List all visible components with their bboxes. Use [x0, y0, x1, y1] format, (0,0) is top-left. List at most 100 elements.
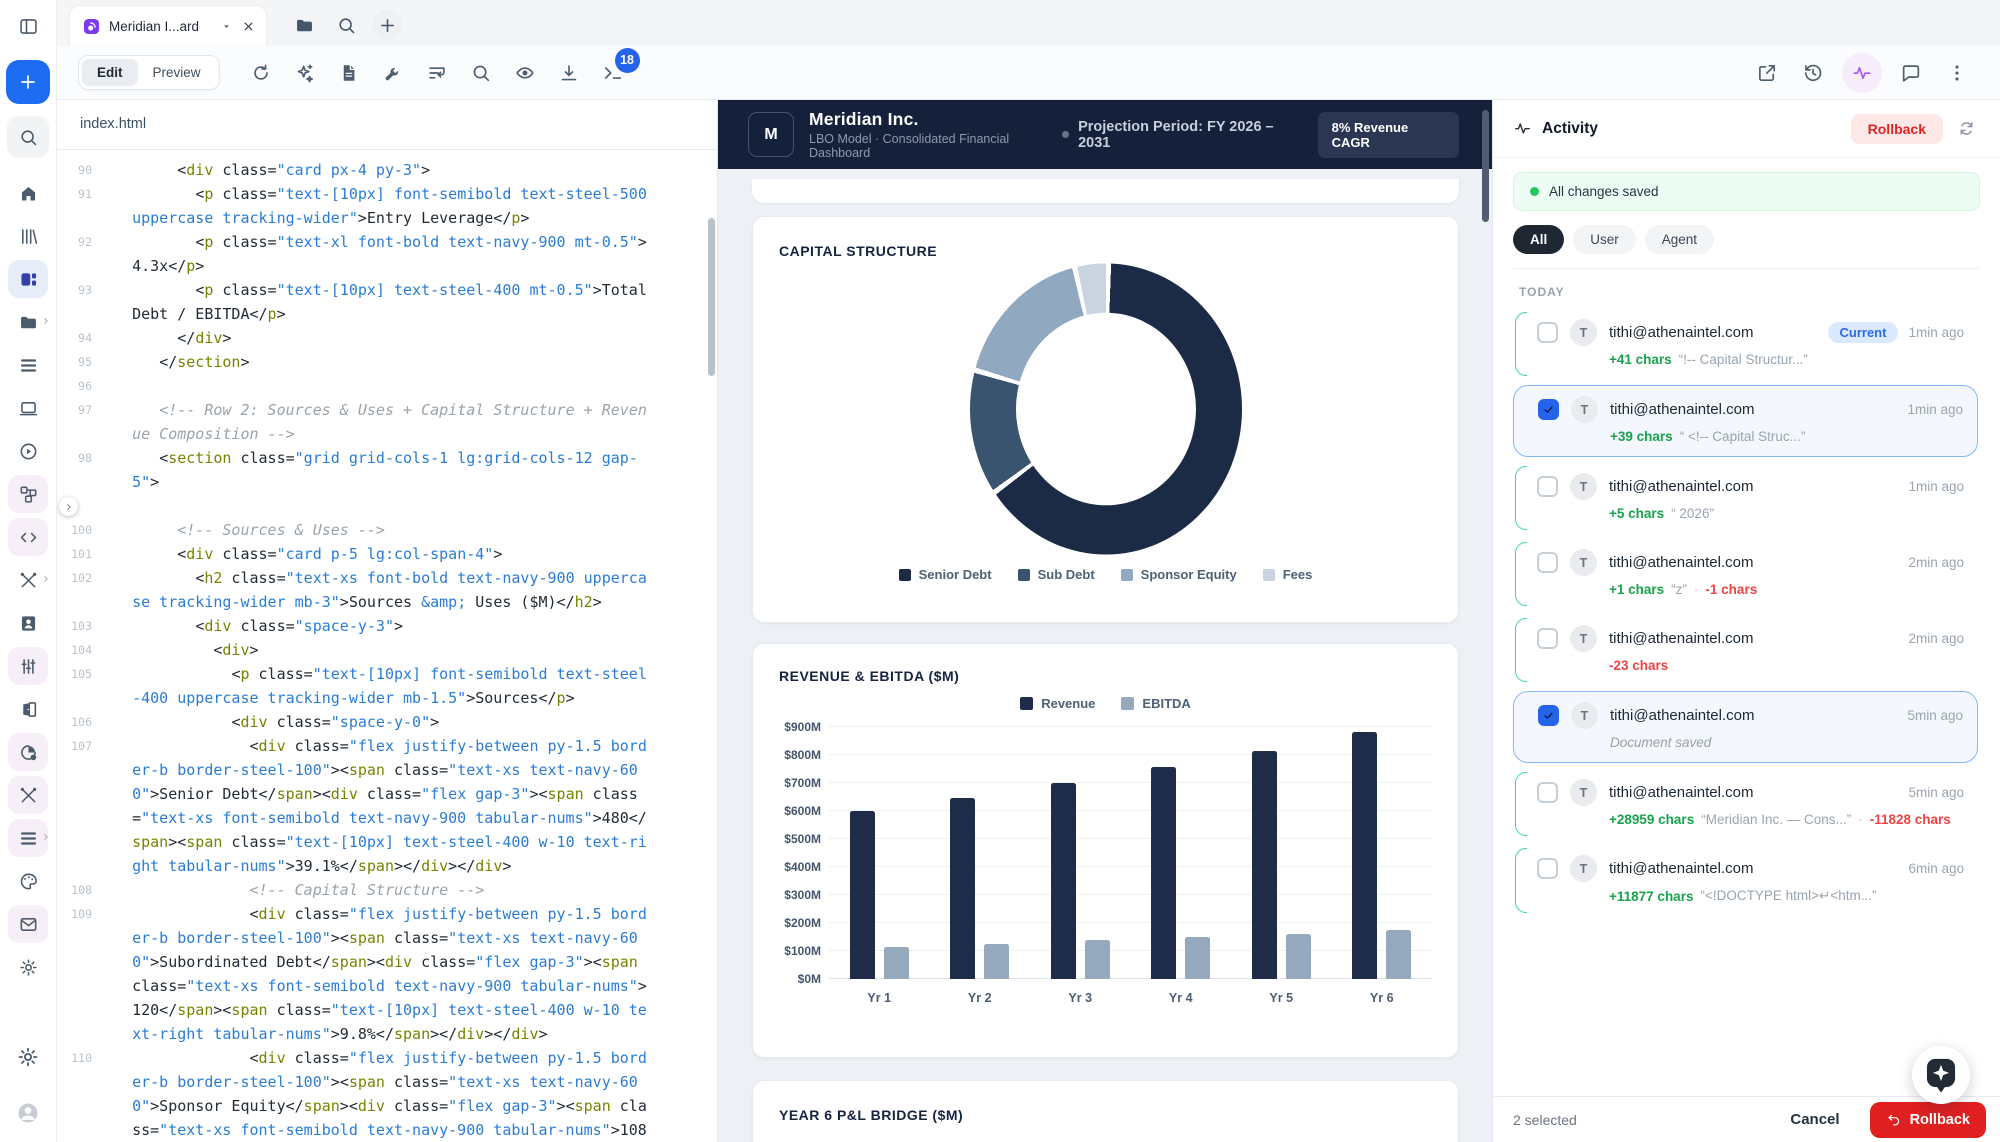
file-button[interactable]: [332, 56, 366, 90]
avatar: T: [1570, 319, 1597, 346]
sidebar-item-person[interactable]: [8, 604, 48, 642]
sidebar-item-pie-user[interactable]: [8, 733, 48, 771]
sidebar-item-org[interactable]: [8, 475, 48, 513]
preview-scrollbar[interactable]: [1482, 110, 1489, 222]
filter-user[interactable]: User: [1573, 225, 1636, 254]
item-checkbox[interactable]: [1537, 552, 1558, 573]
sidebar-item-list[interactable]: [8, 819, 48, 857]
item-change-detail: +28959 chars “Meridian Inc. — Cons...” · -1…: [1609, 812, 1964, 827]
search-button[interactable]: [464, 56, 498, 90]
sidebar-item-palette[interactable]: [8, 862, 48, 900]
partial-card: [752, 179, 1459, 203]
sidebar-item-laptop[interactable]: [8, 389, 48, 427]
ai-sparkles-button[interactable]: [288, 56, 322, 90]
sidebar-item-folder[interactable]: [8, 303, 48, 341]
plus-button[interactable]: [372, 10, 402, 40]
edit-tab[interactable]: Edit: [82, 59, 138, 86]
item-checkbox[interactable]: [1537, 782, 1558, 803]
download-button[interactable]: [552, 56, 586, 90]
avatar: T: [1571, 396, 1598, 423]
sidebar-item-play[interactable]: [8, 432, 48, 470]
sidebar-item-sliders[interactable]: [8, 647, 48, 685]
preview-tab[interactable]: Preview: [138, 59, 216, 86]
sidebar-item-dashboard[interactable]: [8, 260, 48, 298]
folder-icon: [18, 312, 39, 333]
change-add: +41 chars: [1609, 352, 1672, 367]
search-button[interactable]: [330, 9, 362, 41]
item-checkbox[interactable]: [1538, 705, 1559, 726]
refresh-activity-button[interactable]: [1957, 119, 1976, 138]
x-tick-label: Yr 4: [1168, 991, 1193, 1005]
settings-button[interactable]: [8, 1038, 48, 1076]
close-tab-icon[interactable]: [241, 19, 256, 34]
item-email: tithi@athenaintel.com: [1609, 860, 1754, 877]
revenue-card-title: REVENUE & EBITDA ($M): [779, 668, 960, 684]
line-number: 95: [78, 355, 92, 369]
activity-filters: All User Agent: [1513, 225, 1980, 269]
rollback-button[interactable]: Rollback: [1869, 1101, 1986, 1138]
activity-pulse-button[interactable]: [1842, 52, 1882, 93]
sidebar-item-door[interactable]: [8, 690, 48, 728]
code-line: 93 <p class="text-[10px] text-steel-400 …: [63, 278, 717, 326]
assistant-fab-button[interactable]: [1912, 1046, 1970, 1104]
external-link-button[interactable]: [1750, 56, 1784, 90]
sidebar-item-code[interactable]: [8, 518, 48, 556]
capital-donut: [969, 263, 1242, 555]
rollback-badge[interactable]: Rollback: [1850, 113, 1943, 144]
sidebar-item-home[interactable]: [8, 174, 48, 212]
item-checkbox[interactable]: [1537, 476, 1558, 497]
code-line-text: <!-- Capital Structure -->: [105, 881, 485, 899]
editor-scrollbar[interactable]: [708, 218, 715, 376]
company-subtitle: LBO Model · Consolidated Financial Dashb…: [809, 132, 1010, 161]
item-checkbox[interactable]: [1538, 399, 1559, 420]
code-line: 98 <section class="grid grid-cols-1 lg:g…: [63, 446, 717, 494]
user-avatar-button[interactable]: [8, 1094, 48, 1132]
refresh-button[interactable]: [244, 56, 278, 90]
wrap-lines-button[interactable]: [420, 56, 454, 90]
sidebar-item-gear[interactable]: [8, 948, 48, 986]
item-checkbox[interactable]: [1537, 322, 1558, 343]
code-line: 92 <p class="text-xl font-bold text-navy…: [63, 230, 717, 278]
code-line: 108 <!-- Capital Structure -->: [63, 878, 717, 902]
code-area[interactable]: 90 <div class="card px-4 py-3"> 91 <p cla…: [57, 150, 717, 1142]
sidebar-item-mail[interactable]: [8, 905, 48, 943]
panel-toggle-icon: [18, 16, 39, 37]
sidebar-item-list[interactable]: [8, 346, 48, 384]
filter-all[interactable]: All: [1513, 225, 1565, 254]
change-quote: “ <!-- Capital Struc...”: [1679, 429, 1806, 444]
terminal-button[interactable]: 18: [596, 47, 640, 90]
sidebar-item-search[interactable]: [7, 116, 49, 158]
sidebar-item-tools[interactable]: [8, 561, 48, 599]
sliders-icon: [18, 656, 39, 677]
eye-button[interactable]: [508, 56, 542, 90]
cancel-button[interactable]: Cancel: [1784, 1110, 1845, 1129]
caret-down-icon[interactable]: [220, 20, 233, 33]
folder-button[interactable]: [288, 9, 320, 41]
item-checkbox[interactable]: [1537, 858, 1558, 879]
check-icon: [1542, 403, 1555, 416]
sidebar-toggle-button[interactable]: [14, 12, 43, 44]
tab-meridian[interactable]: Meridian I...ard: [70, 6, 266, 46]
sidebar-item-tools[interactable]: [8, 776, 48, 814]
wrench-button[interactable]: [376, 56, 410, 90]
gridline: [829, 810, 1432, 811]
comment-button[interactable]: [1894, 56, 1928, 90]
filter-agent[interactable]: Agent: [1644, 225, 1715, 254]
saved-banner: All changes saved: [1513, 172, 1980, 211]
kebab-button[interactable]: [1940, 56, 1974, 90]
sidebar-item-library[interactable]: [8, 217, 48, 255]
sidebar-item-plus[interactable]: [6, 60, 50, 104]
fold-arrow-icon[interactable]: [59, 497, 78, 516]
history-button[interactable]: [1796, 56, 1830, 90]
item-checkbox[interactable]: [1537, 628, 1558, 649]
code-line-text: <div class="flex justify-between py-1.5 …: [105, 905, 647, 1043]
